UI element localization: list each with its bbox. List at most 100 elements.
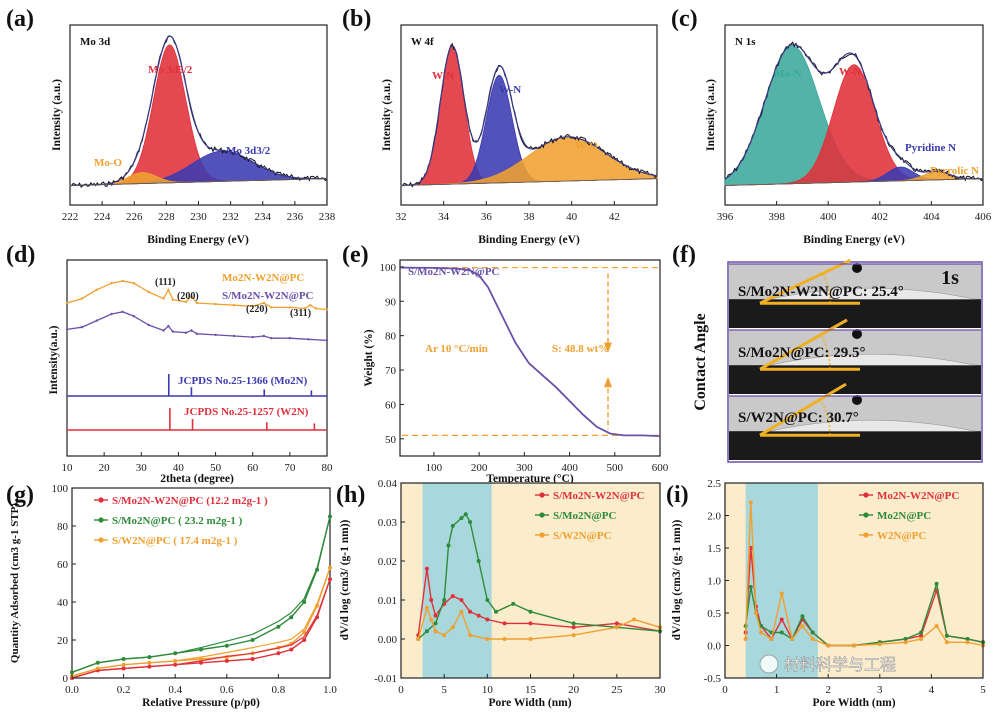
y-tick-label: 0: [63, 673, 69, 685]
series-point: [502, 621, 507, 626]
x-tick-label: 402: [872, 211, 889, 223]
xrd-point: [184, 300, 188, 304]
panel-b-peak-label: W-N: [432, 70, 454, 82]
y-tick-label: 0.03: [378, 517, 398, 529]
series-point: [199, 657, 203, 661]
panel-i-plot: [743, 483, 985, 678]
wechat-icon: [759, 654, 779, 674]
y-tick-label: 0.00: [378, 634, 398, 646]
panel-a-plot: [69, 35, 328, 188]
series-point: [250, 657, 255, 661]
panel-d-legend-entry: Mo2N-W2N@PC: [222, 272, 304, 284]
series-point: [528, 621, 533, 626]
x-tick-label: 1: [774, 684, 780, 696]
panel-f-time: 1s: [941, 267, 959, 289]
panel-i: (i) Mo2N-W2N@PC Mo2N@PC W2N@PC 0 1 2 3 4 5 -0.…: [666, 478, 986, 709]
panel-e-letter: (e): [342, 242, 369, 268]
legend-marker: [539, 532, 545, 538]
series-point: [442, 598, 447, 602]
highlight-band: [422, 483, 492, 678]
series-point: [919, 637, 924, 641]
series-point: [826, 643, 831, 648]
series-point: [748, 585, 753, 589]
panel-d-hkl-label: (311): [290, 308, 311, 319]
xrd-point: [325, 308, 329, 311]
panel-e-ylabel: Weight (%): [363, 329, 375, 386]
angle-arc: [822, 272, 831, 304]
panel-c-peak-label: Pyridine N: [905, 142, 956, 154]
panel-e-xlabel: Temperature (°C): [486, 473, 573, 485]
x-tick-label: 10: [62, 462, 74, 474]
x-tick-label: 10: [482, 684, 494, 696]
xrd-point: [171, 298, 175, 301]
x-tick-label: 200: [471, 462, 488, 474]
panel-h-ticks: 0 5 10 15 20 25 30 -0.01 0.00 0.01 0.02 0.03 0.04: [374, 478, 666, 696]
xrd-point: [195, 301, 199, 305]
panel-c-peak-label: Pyrrolic N: [930, 165, 979, 177]
panel-h-legend-entry: S/Mo2N-W2N@PC: [553, 490, 645, 502]
series-point: [779, 630, 784, 635]
panel-f-row-label: S/Mo2N@PC: 29.5°: [738, 345, 865, 361]
panel-i-xlabel: Pore Width (nm): [812, 697, 895, 709]
xrd-point: [309, 304, 312, 307]
xrd-point: [65, 328, 69, 331]
highlight-band: [745, 483, 818, 678]
series-point: [934, 581, 939, 586]
series-point: [424, 566, 429, 571]
series-point: [416, 637, 421, 641]
panel-c-axes: [724, 24, 984, 206]
angle-tangent: [759, 318, 848, 371]
panel-i-legend-entry: W2N@PC: [877, 530, 926, 542]
y-tick-label: 40: [57, 597, 69, 609]
series-point: [224, 643, 229, 648]
panel-f-ylabel: Contact Angle: [692, 313, 709, 410]
x-tick-label: 4: [929, 684, 935, 696]
legend-marker: [539, 492, 545, 498]
series-point: [528, 609, 533, 614]
x-tick-label: 5: [441, 684, 447, 696]
series-point: [769, 637, 774, 641]
y-tick-label: 60: [57, 559, 69, 571]
x-tick-label: 300: [516, 462, 533, 474]
panel-a-peak-label: Mo 3d5/2: [148, 64, 193, 76]
y-tick-label: 100: [380, 262, 397, 274]
series-point: [476, 613, 481, 618]
y-tick-label: -0.5: [704, 673, 722, 685]
panel-f-row-label: S/Mo2N-W2N@PC: 25.4°: [738, 284, 904, 300]
xrd-point: [251, 335, 254, 339]
series-point: [903, 637, 908, 641]
panel-f: (f) Contact Angle 1s S/Mo2N-W2N@PC: 25.4…: [672, 242, 983, 463]
series-point: [800, 624, 805, 628]
xrd-point: [288, 337, 292, 340]
panel-a: (a) Mo 3d Mo 3d5/2 Mo 3d3/2 Mo-O 222 224 2…: [6, 6, 336, 246]
x-tick-label: 0: [722, 684, 728, 696]
y-tick-label: 0.02: [378, 556, 397, 568]
panel-a-ylabel: Intensity (a.u.): [51, 79, 63, 151]
xrd-point: [325, 339, 329, 342]
series-point: [502, 637, 507, 641]
xrd-point: [80, 297, 84, 300]
series-point: [446, 543, 451, 548]
panel-i-legend-entry: Mo2N@PC: [877, 510, 931, 522]
y-tick-label: 1.0: [707, 576, 721, 588]
series-point: [424, 629, 429, 634]
legend-marker: [863, 492, 869, 498]
y-tick-label: 0.04: [378, 478, 398, 490]
xrd-point: [288, 306, 292, 309]
panel-h-ylabel: dV/d log (cm3/ (g-1 nm)): [339, 519, 351, 640]
series-point: [810, 637, 815, 641]
series-point: [429, 617, 434, 622]
x-tick-label: 30: [136, 462, 148, 474]
panel-b: (b) W 4f W-N W-N W-O 32 34 36 38 40 42 Bindin…: [342, 6, 658, 246]
panel-b-peak-label: W-O: [575, 140, 598, 152]
series-point: [944, 640, 949, 645]
xrd-point: [262, 334, 266, 338]
panel-b-title: W 4f: [411, 36, 434, 48]
y-tick-label: 70: [385, 365, 397, 377]
xrd-point: [147, 323, 150, 327]
x-tick-label: 230: [190, 211, 207, 223]
x-tick-label: 232: [222, 211, 239, 223]
xrd-point: [303, 307, 306, 310]
series-point: [877, 642, 882, 647]
